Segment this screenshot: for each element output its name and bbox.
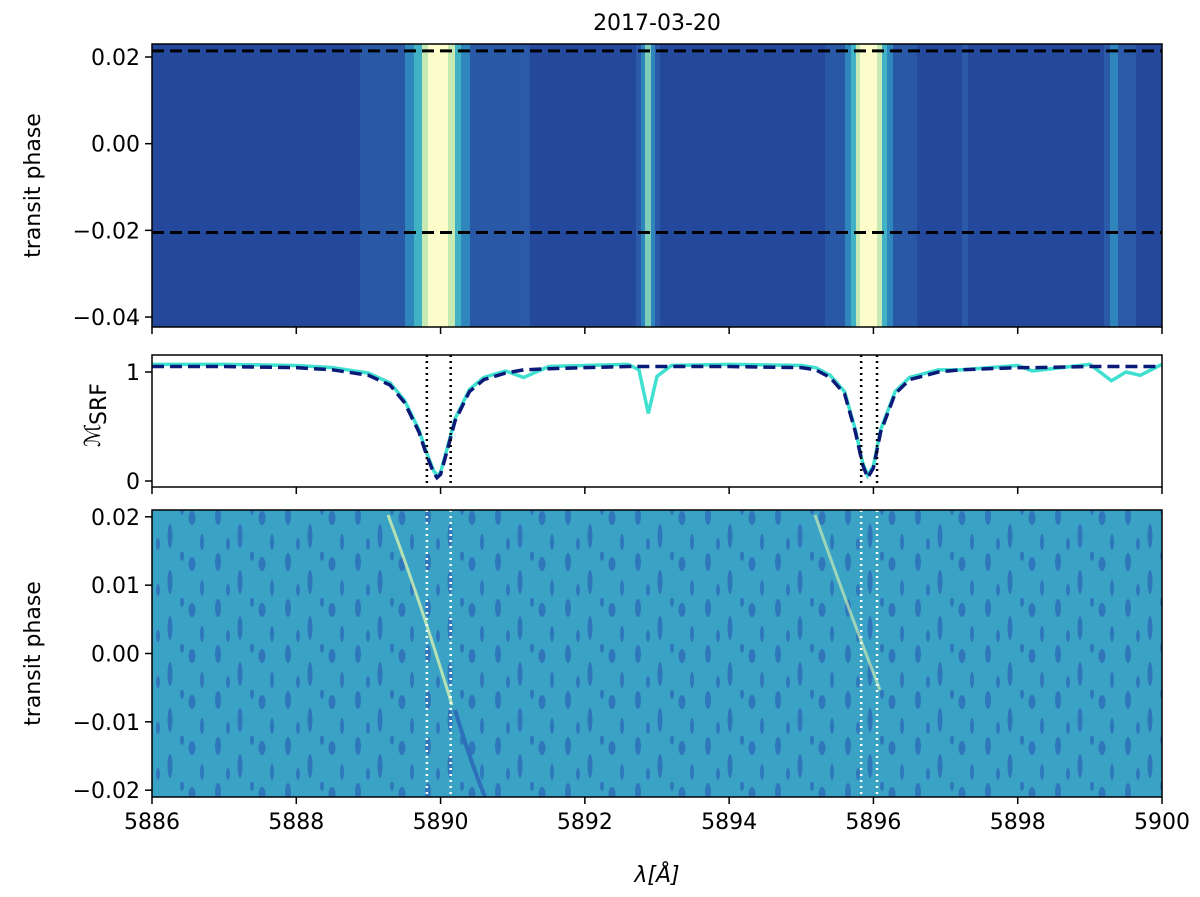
y-tick-label: 0.02	[91, 506, 140, 531]
y-axis-label: transit phase	[21, 113, 46, 258]
x-axis-label: λ[Å]	[633, 861, 679, 888]
y-tick-label: 0.02	[91, 46, 140, 71]
x-tick-label: 5898	[990, 810, 1046, 835]
y-axis-label-group: transit phase	[21, 113, 46, 258]
y-tick-label: 1	[126, 361, 140, 386]
bottom-heatmap-image	[152, 510, 1162, 797]
plot-frame	[151, 43, 1163, 328]
x-tick-label: 5896	[845, 810, 901, 835]
y-tick-label: −0.04	[73, 306, 140, 331]
series-line	[152, 362, 1163, 480]
y-tick-label: 0.00	[91, 643, 140, 668]
series-line	[152, 364, 1162, 482]
x-tick-label: 5892	[557, 810, 613, 835]
x-tick-label: 5894	[701, 810, 757, 835]
plot-frame	[151, 509, 1163, 798]
y-tick-label: −0.02	[73, 219, 140, 244]
x-tick-label: 5900	[1134, 810, 1190, 835]
y-tick-label: 0.00	[91, 133, 140, 158]
y-axis-label-sub: SRF	[87, 383, 112, 425]
y-tick-label: 0	[126, 470, 140, 495]
y-axis-label: transit phase	[21, 581, 46, 726]
x-tick-label: 5890	[413, 810, 469, 835]
y-tick-label: −0.02	[73, 779, 140, 804]
plot-frame	[151, 354, 1163, 488]
y-axis-label: ℳ	[81, 423, 106, 447]
top-heatmap-image	[152, 44, 1162, 327]
y-tick-label: 0.01	[91, 574, 140, 599]
y-axis-label-group: transit phase	[21, 581, 46, 726]
x-tick-label: 5888	[268, 810, 324, 835]
x-tick-label: 5886	[124, 810, 180, 835]
chart-title: 2017-03-20	[593, 11, 721, 36]
y-tick-label: −0.01	[73, 711, 140, 736]
